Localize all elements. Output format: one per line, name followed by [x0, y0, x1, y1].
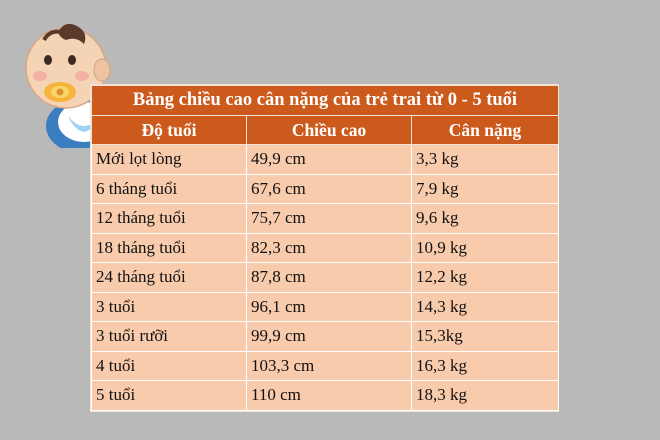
column-header-weight: Cân nặng — [411, 115, 559, 145]
table-row: 24 tháng tuổi 87,8 cm 12,2 kg — [91, 262, 559, 293]
table-row: 18 tháng tuổi 82,3 cm 10,9 kg — [91, 232, 559, 263]
age-cell: 5 tuổi — [91, 380, 247, 411]
growth-chart-table: Bảng chiều cao cân nặng của trẻ trai từ … — [91, 85, 559, 411]
weight-cell: 14,3 kg — [411, 291, 559, 322]
age-cell: 3 tuổi rưỡi — [91, 321, 247, 352]
table-row: 3 tuổi 96,1 cm 14,3 kg — [91, 291, 559, 322]
height-cell: 87,8 cm — [246, 262, 412, 293]
weight-cell: 12,2 kg — [411, 262, 559, 293]
weight-cell: 15,3kg — [411, 321, 559, 352]
height-cell: 99,9 cm — [246, 321, 412, 352]
height-cell: 82,3 cm — [246, 232, 412, 263]
column-header-age: Độ tuổi — [91, 115, 247, 145]
weight-cell: 10,9 kg — [411, 232, 559, 263]
height-cell: 75,7 cm — [246, 203, 412, 234]
age-cell: 6 tháng tuổi — [91, 173, 247, 204]
height-cell: 103,3 cm — [246, 350, 412, 381]
table-title: Bảng chiều cao cân nặng của trẻ trai từ … — [91, 85, 559, 116]
age-cell: 3 tuổi — [91, 291, 247, 322]
baby-icon — [25, 23, 120, 148]
weight-cell: 9,6 kg — [411, 203, 559, 234]
weight-cell: 7,9 kg — [411, 173, 559, 204]
table-row: 12 tháng tuổi 75,7 cm 9,6 kg — [91, 203, 559, 234]
table-row: 5 tuổi 110 cm 18,3 kg — [91, 380, 559, 411]
age-cell: 4 tuổi — [91, 350, 247, 381]
column-header-height: Chiều cao — [246, 115, 412, 145]
table-title-row: Bảng chiều cao cân nặng của trẻ trai từ … — [91, 85, 559, 116]
age-cell: Mới lọt lòng — [91, 144, 247, 175]
table-row: 6 tháng tuổi 67,6 cm 7,9 kg — [91, 173, 559, 204]
age-cell: 18 tháng tuổi — [91, 232, 247, 263]
table-row: 4 tuổi 103,3 cm 16,3 kg — [91, 350, 559, 381]
height-cell: 49,9 cm — [246, 144, 412, 175]
age-cell: 12 tháng tuổi — [91, 203, 247, 234]
height-cell: 110 cm — [246, 380, 412, 411]
height-cell: 96,1 cm — [246, 291, 412, 322]
age-cell: 24 tháng tuổi — [91, 262, 247, 293]
growth-chart-table-container: Bảng chiều cao cân nặng của trẻ trai từ … — [90, 84, 559, 412]
table-row: Mới lọt lòng 49,9 cm 3,3 kg — [91, 144, 559, 175]
table-row: 3 tuổi rưỡi 99,9 cm 15,3kg — [91, 321, 559, 352]
weight-cell: 18,3 kg — [411, 380, 559, 411]
table-header-row: Độ tuổi Chiều cao Cân nặng — [91, 115, 559, 145]
weight-cell: 16,3 kg — [411, 350, 559, 381]
height-cell: 67,6 cm — [246, 173, 412, 204]
weight-cell: 3,3 kg — [411, 144, 559, 175]
